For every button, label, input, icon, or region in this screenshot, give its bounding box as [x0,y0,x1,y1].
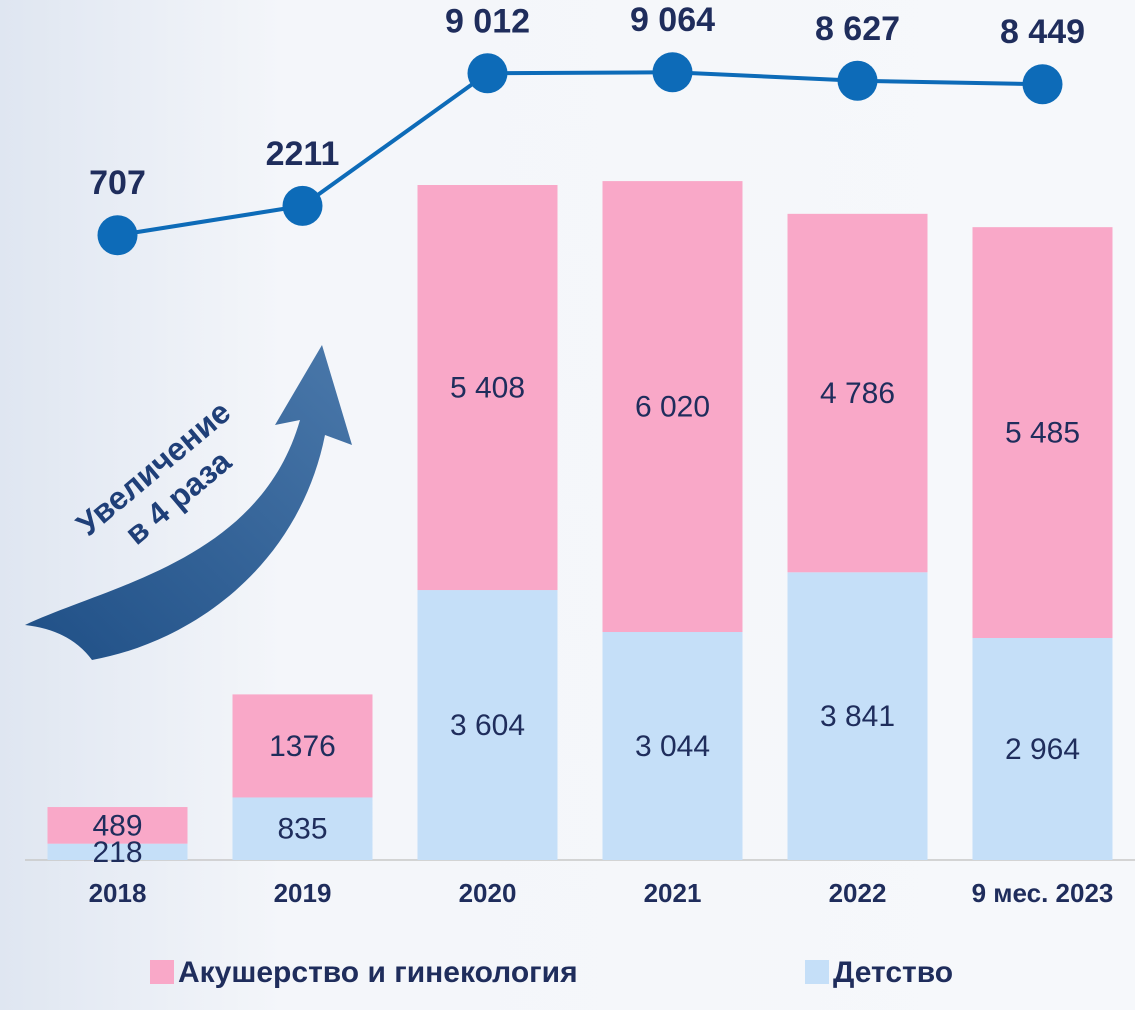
legend-swatch [805,960,829,984]
line-value-label: 9 012 [445,2,530,40]
line-point [98,215,138,255]
value-label: 5 485 [1005,417,1080,450]
legend-swatch [150,960,174,984]
line-point [838,61,878,101]
x-tick-label: 2020 [459,878,517,908]
value-label: 6 020 [635,390,710,423]
value-label: 4 786 [820,377,895,410]
x-tick-label: 2019 [274,878,332,908]
chart: Увеличение в 4 раза 2188353 6043 0443 84… [0,0,1135,1010]
value-label: 2 964 [1005,733,1080,766]
line-value-label: 8 449 [1000,13,1085,51]
x-tick-label: 2022 [829,878,887,908]
x-tick-label: 9 мес. 2023 [972,878,1114,908]
value-label: 5 408 [450,371,525,404]
value-label: 1376 [269,730,336,763]
line-value-label: 707 [89,164,146,202]
value-label: 3 604 [450,709,525,742]
value-label: 3 044 [635,730,710,763]
value-label: 3 841 [820,700,895,733]
value-label: 489 [92,809,142,842]
line-value-label: 9 064 [630,1,715,39]
line-point [283,186,323,226]
legend-label: Акушерство и гинекология [178,956,578,989]
line-value-label: 2211 [266,135,340,173]
line-point [653,52,693,92]
line-point [468,53,508,93]
line-point [1023,64,1063,104]
value-label: 835 [277,813,327,846]
x-tick-label: 2021 [644,878,702,908]
line-value-label: 8 627 [815,10,900,48]
page: Увеличение в 4 раза 2188353 6043 0443 84… [0,0,1135,1010]
x-tick-label: 2018 [89,878,147,908]
legend-label: Детство [833,956,953,989]
